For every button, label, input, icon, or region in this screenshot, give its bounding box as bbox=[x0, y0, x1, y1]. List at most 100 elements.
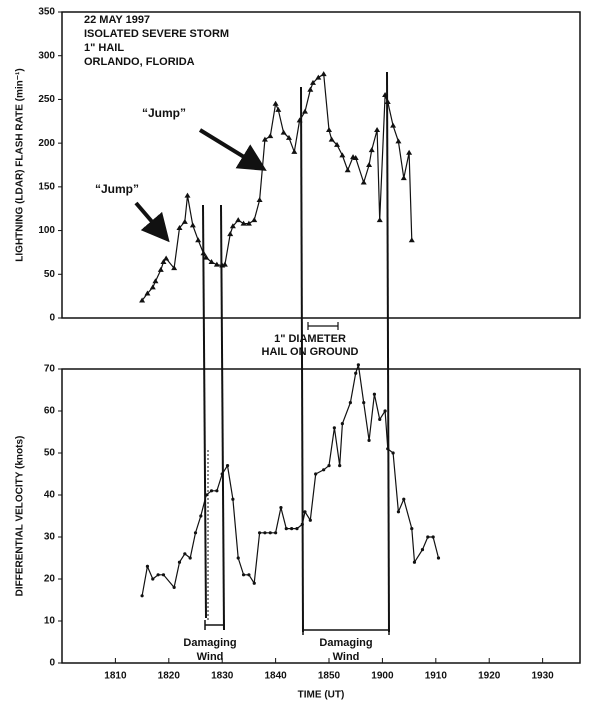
point bbox=[295, 527, 299, 531]
x-tick-label: 1840 bbox=[264, 671, 287, 682]
point bbox=[408, 237, 415, 243]
point bbox=[195, 237, 202, 243]
point bbox=[183, 552, 187, 556]
point bbox=[256, 196, 263, 202]
point bbox=[161, 573, 166, 577]
point bbox=[251, 217, 258, 223]
y-tick-label: 350 bbox=[38, 7, 55, 18]
y-tick-label: 70 bbox=[44, 364, 56, 375]
point bbox=[240, 220, 247, 226]
x-axis-label: TIME (UT) bbox=[298, 690, 345, 701]
point bbox=[261, 136, 268, 142]
point bbox=[208, 259, 215, 265]
point bbox=[308, 518, 312, 522]
point bbox=[241, 573, 246, 577]
point bbox=[334, 141, 341, 147]
point bbox=[391, 451, 395, 455]
y-tick-label: 20 bbox=[44, 574, 56, 585]
point bbox=[360, 179, 367, 185]
point bbox=[204, 493, 208, 497]
point bbox=[326, 127, 333, 133]
point bbox=[378, 417, 382, 421]
point bbox=[301, 108, 308, 114]
point bbox=[315, 74, 322, 80]
point bbox=[152, 278, 159, 284]
annotation: Wind bbox=[197, 651, 224, 663]
point bbox=[309, 79, 316, 85]
point bbox=[203, 254, 210, 260]
annotation: ORLANDO, FLORIDA bbox=[84, 56, 195, 68]
point bbox=[227, 231, 234, 237]
point bbox=[332, 426, 336, 430]
point bbox=[436, 556, 441, 560]
point bbox=[344, 167, 351, 173]
point bbox=[376, 217, 383, 223]
point bbox=[348, 401, 352, 405]
y-tick-label: 50 bbox=[44, 269, 56, 280]
point bbox=[402, 497, 406, 501]
y-tick-label: 50 bbox=[44, 448, 56, 459]
point bbox=[367, 438, 371, 442]
point bbox=[390, 122, 397, 128]
point bbox=[384, 99, 391, 105]
point bbox=[172, 585, 176, 590]
point bbox=[177, 560, 182, 564]
point bbox=[382, 92, 389, 98]
point bbox=[280, 129, 287, 135]
point bbox=[160, 259, 167, 265]
point bbox=[354, 371, 358, 375]
point bbox=[188, 556, 192, 560]
point bbox=[221, 261, 228, 267]
point bbox=[279, 506, 283, 510]
point bbox=[263, 531, 267, 535]
point bbox=[400, 175, 407, 181]
x-tick-label: 1930 bbox=[531, 671, 554, 682]
annotation: 1" HAIL bbox=[84, 42, 124, 54]
y-tick-label: 0 bbox=[49, 658, 55, 669]
point bbox=[176, 224, 183, 230]
point bbox=[285, 134, 292, 140]
point bbox=[139, 297, 146, 303]
point bbox=[296, 117, 303, 123]
point bbox=[372, 392, 377, 396]
point bbox=[362, 401, 366, 405]
point bbox=[396, 510, 401, 514]
y-tick-label: 30 bbox=[44, 532, 56, 543]
point bbox=[395, 138, 402, 144]
y-tick-label: 0 bbox=[49, 313, 55, 324]
x-tick-label: 1850 bbox=[318, 671, 341, 682]
data-line bbox=[141, 364, 440, 596]
annotation: 1" DIAMETER bbox=[274, 333, 346, 345]
annotation: HAIL ON GROUND bbox=[262, 346, 359, 358]
point bbox=[410, 527, 414, 531]
point bbox=[327, 464, 331, 468]
point bbox=[300, 522, 304, 527]
point bbox=[229, 223, 236, 229]
y-tick-label: 300 bbox=[38, 50, 55, 61]
plot-frame bbox=[61, 368, 581, 664]
point bbox=[184, 192, 191, 198]
y-tick-label: 250 bbox=[38, 94, 55, 105]
point bbox=[383, 409, 387, 413]
annotation: ISOLATED SEVERE STORM bbox=[84, 28, 229, 40]
point bbox=[284, 527, 288, 531]
arrow bbox=[198, 128, 267, 171]
point bbox=[322, 468, 326, 472]
point bbox=[235, 217, 242, 223]
point bbox=[303, 510, 307, 514]
point bbox=[275, 106, 282, 112]
point bbox=[386, 447, 390, 451]
y-axis-label: DIFFERENTIAL VELOCITY (knots) bbox=[15, 436, 26, 597]
y-tick-label: 40 bbox=[44, 490, 56, 501]
point bbox=[181, 218, 188, 224]
x-tick-label: 1920 bbox=[478, 671, 501, 682]
point bbox=[420, 548, 425, 552]
point bbox=[156, 573, 160, 577]
x-tick-label: 1910 bbox=[425, 671, 448, 682]
point bbox=[215, 489, 219, 493]
point bbox=[340, 422, 344, 426]
point bbox=[291, 148, 298, 154]
point bbox=[257, 531, 262, 535]
point bbox=[328, 136, 335, 142]
x-tick-label: 1830 bbox=[211, 671, 234, 682]
